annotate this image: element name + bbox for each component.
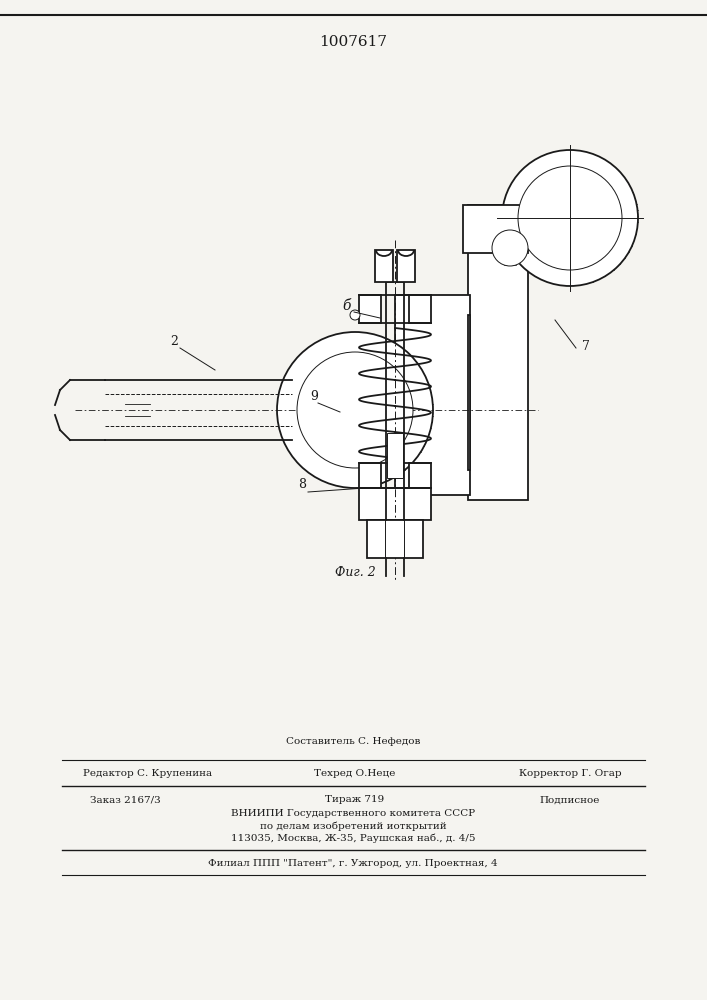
Text: Редактор С. Крупенина: Редактор С. Крупенина [83,770,213,778]
Text: по делам изобретений иоткрытий: по делам изобретений иоткрытий [259,821,446,831]
Bar [409,463,431,488]
Text: Корректор Г. Огар: Корректор Г. Огар [519,770,621,778]
Bar [359,463,381,488]
Text: Составитель С. Нефедов: Составитель С. Нефедов [286,738,420,746]
Bar [375,250,393,282]
Text: Тираж 719: Тираж 719 [325,796,385,804]
Bar [397,250,415,282]
Text: ВНИИПИ Государственного комитета СССР: ВНИИПИ Государственного комитета СССР [231,810,475,818]
Text: Подписное: Подписное [540,796,600,804]
Text: б: б [342,299,351,313]
Bar [359,488,431,520]
Circle shape [502,150,638,286]
Text: 2: 2 [170,335,178,348]
Circle shape [277,332,433,488]
Circle shape [297,352,413,468]
Circle shape [492,230,528,266]
Text: 8: 8 [298,478,306,491]
Text: Филиал ППП "Патент", г. Ужгород, ул. Проектная, 4: Филиал ППП "Патент", г. Ужгород, ул. Про… [208,858,498,867]
Circle shape [350,310,360,320]
Text: 9: 9 [310,390,318,403]
Text: Заказ 2167/3: Заказ 2167/3 [90,796,160,804]
Bar [387,433,403,478]
Bar [395,295,470,495]
Bar [468,205,528,500]
Text: 1007617: 1007617 [319,35,387,49]
Bar [463,205,528,253]
Bar [359,295,381,323]
Text: 7: 7 [582,340,590,353]
Bar [409,295,431,323]
Bar [468,315,470,470]
Circle shape [518,166,622,270]
Text: Фиг. 2: Фиг. 2 [335,566,375,578]
Bar [367,520,423,558]
Text: 113035, Москва, Ж-35, Раушская наб., д. 4/5: 113035, Москва, Ж-35, Раушская наб., д. … [230,833,475,843]
Text: Техред О.Неце: Техред О.Неце [315,770,396,778]
